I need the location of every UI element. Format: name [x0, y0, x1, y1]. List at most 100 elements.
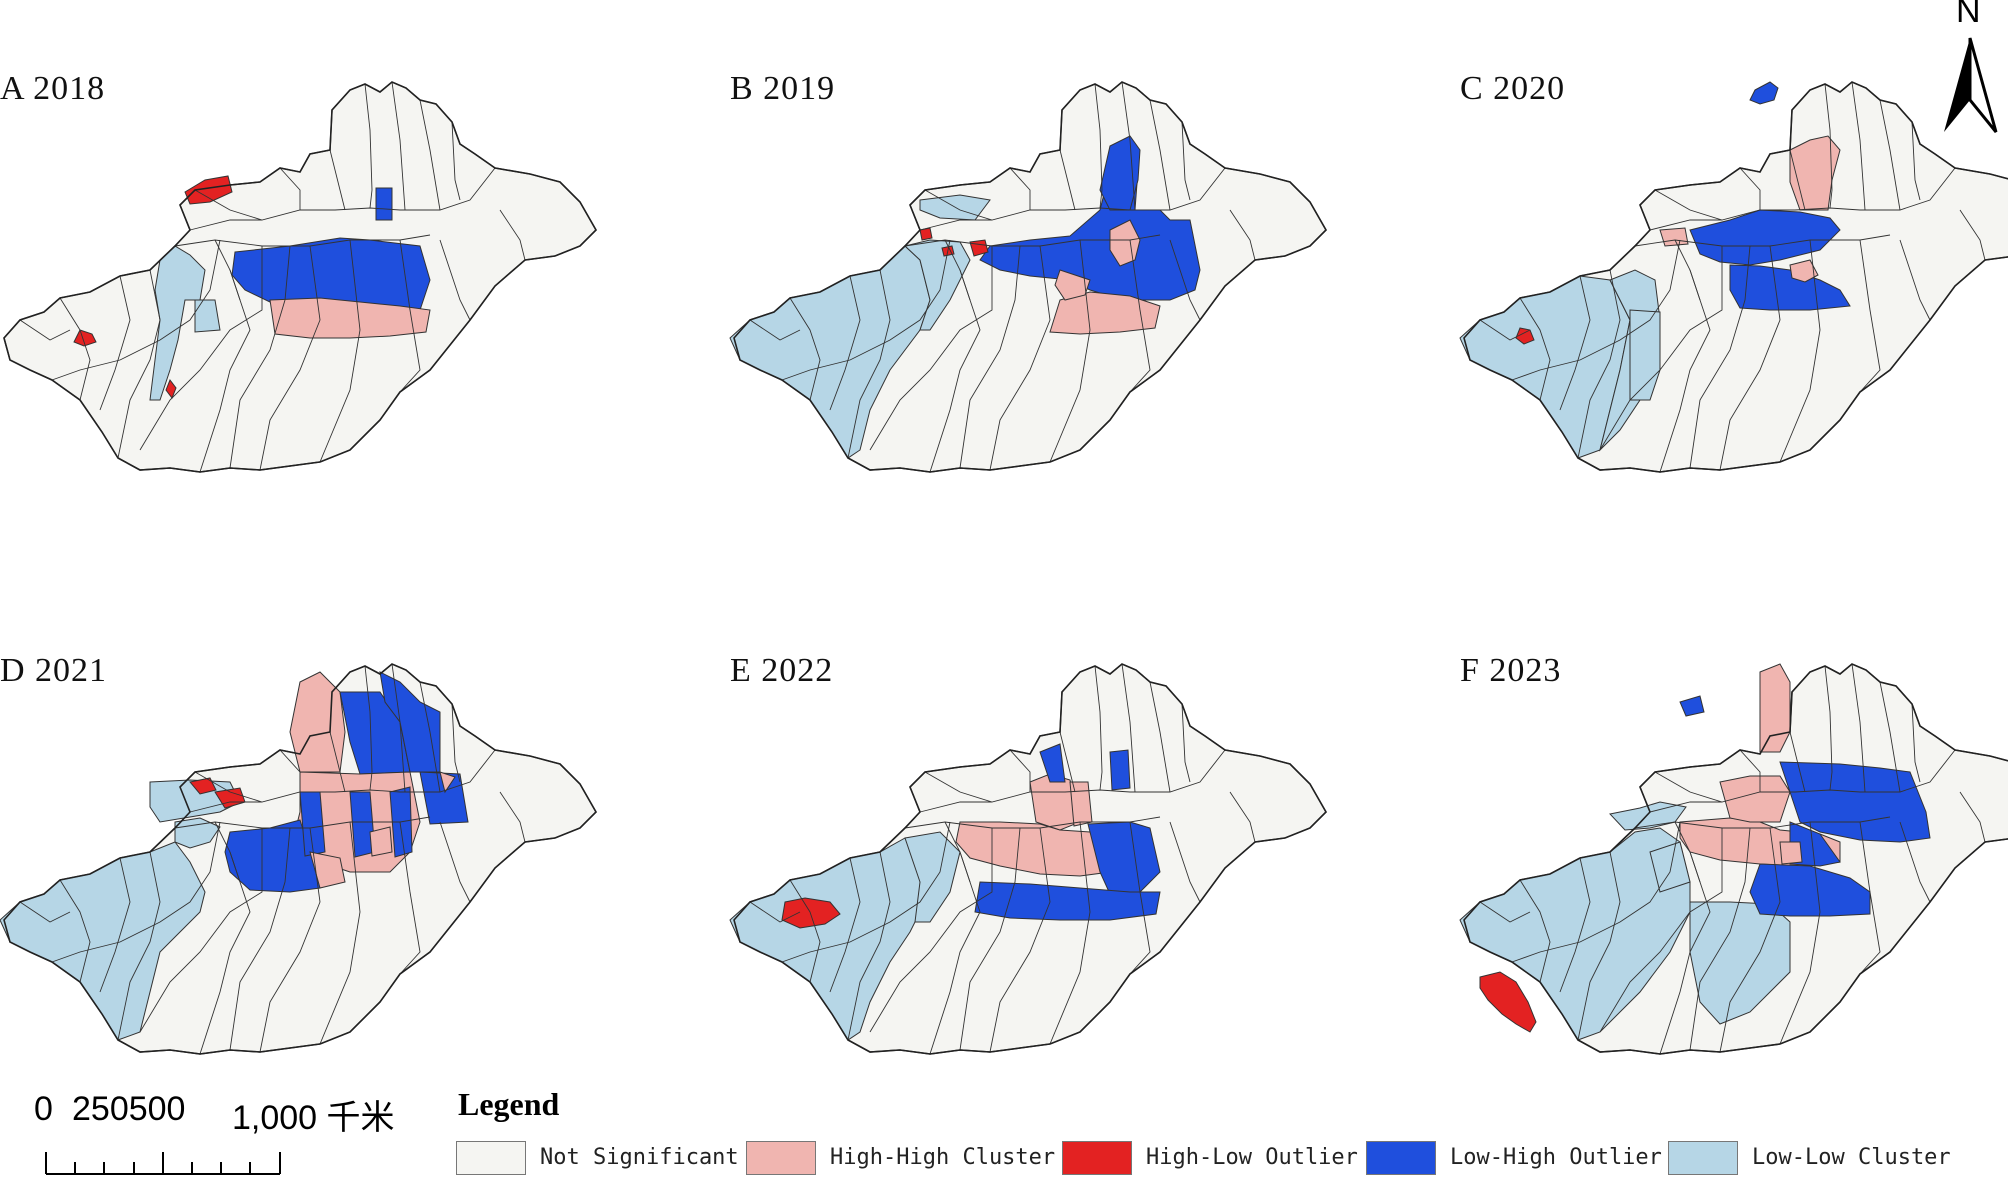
legend-label: Low-Low Cluster — [1752, 1145, 1951, 1170]
boundary-line — [259, 245, 321, 471]
legend-label: Low-High Outlier — [1450, 1145, 1662, 1170]
region-feature — [781, 897, 841, 929]
scale-label: 0 — [34, 1090, 53, 1128]
boundary-line — [199, 851, 251, 1055]
boundary-line — [847, 851, 891, 1041]
region-feature — [1679, 695, 1705, 717]
panel-title: E 2022 — [730, 652, 834, 689]
region-feature — [1109, 749, 1131, 791]
region-feature — [974, 881, 1161, 921]
boundary-line — [1009, 749, 1031, 792]
boundary-line — [1094, 665, 1103, 791]
boundary-line — [1129, 821, 1151, 975]
boundary-line — [781, 821, 951, 963]
legend-swatch — [746, 1141, 816, 1175]
map-a — [3, 81, 597, 473]
region-feature — [1659, 227, 1689, 247]
boundary-line — [1229, 209, 1256, 261]
boundary-line — [1511, 239, 1681, 381]
boundary-line — [499, 209, 526, 261]
map-e — [729, 663, 1327, 1055]
region-feature — [1069, 781, 1093, 827]
legend-swatch — [1366, 1141, 1436, 1175]
boundary-line — [329, 731, 346, 793]
panel-title: F 2023 — [1460, 652, 1562, 689]
boundary-line — [924, 749, 1226, 803]
boundary-line — [139, 246, 263, 451]
boundary-line — [847, 269, 891, 459]
boundary-line — [439, 821, 471, 903]
boundary-line — [19, 319, 71, 341]
boundary-line — [1959, 209, 1986, 261]
region-feature — [1054, 269, 1091, 301]
boundary-line — [1851, 663, 1866, 793]
legend-swatch — [456, 1141, 526, 1175]
boundary-line — [391, 663, 406, 793]
boundary-line — [1577, 851, 1621, 1041]
region-feature — [269, 297, 431, 339]
boundary-line — [1599, 828, 1723, 1033]
boundary-line — [59, 879, 91, 983]
boundary-line — [789, 297, 821, 401]
boundary-line — [924, 167, 1226, 221]
boundary-line — [279, 749, 301, 792]
region-outline — [733, 81, 1327, 473]
boundary-line — [1181, 121, 1191, 201]
region-feature — [1099, 135, 1141, 211]
boundary-line — [99, 275, 131, 411]
boundary-line — [1879, 99, 1901, 211]
boundary-line — [1654, 749, 1956, 803]
boundary-line — [1739, 749, 1761, 792]
map-panel-d: D 2021 — [0, 652, 720, 1072]
boundary-line — [1851, 81, 1866, 211]
panel-title: A 2018 — [0, 70, 106, 107]
boundary-line — [451, 703, 461, 783]
region-feature — [1087, 821, 1161, 895]
boundary-line — [229, 245, 291, 469]
boundary-line — [829, 857, 861, 993]
boundary-line — [199, 269, 251, 473]
boundary-line — [1659, 269, 1711, 473]
boundary-line — [51, 239, 221, 381]
boundary-line — [194, 167, 496, 221]
north-arrow-icon — [1944, 37, 1998, 133]
boundary-line — [1129, 239, 1151, 393]
boundary-line — [1511, 821, 1681, 963]
boundary-line — [229, 827, 291, 1051]
boundary-line — [1859, 239, 1881, 393]
boundary-line — [99, 857, 131, 993]
boundary-line — [319, 821, 361, 1045]
boundary-line — [1094, 83, 1103, 209]
panel-title: B 2019 — [730, 70, 836, 107]
map-panel-f: F 2023 — [1459, 652, 2008, 1072]
boundary-line — [959, 827, 1021, 1051]
boundary-line — [1911, 121, 1921, 201]
scale-label: 1,000 千米 — [232, 1099, 395, 1137]
boundary-line — [1519, 297, 1551, 401]
boundary-line — [1049, 239, 1091, 463]
map-panel-e: E 2022 — [729, 652, 1450, 1072]
boundary-line — [51, 821, 221, 963]
legend-swatch — [1668, 1141, 1738, 1175]
region-feature — [174, 817, 221, 849]
region-feature — [1649, 841, 1691, 893]
boundary-line — [989, 827, 1051, 1053]
boundary-line — [829, 275, 861, 411]
boundary-line — [364, 665, 373, 791]
region-feature — [184, 175, 233, 205]
boundary-line — [139, 828, 263, 1033]
boundary-line — [259, 827, 321, 1053]
boundary-line — [1911, 703, 1921, 783]
boundary-line — [1824, 665, 1833, 791]
boundary-line — [1739, 167, 1761, 210]
boundary-line — [1719, 245, 1781, 471]
region-outline — [1463, 663, 2008, 1055]
legend-title: Legend — [458, 1086, 560, 1122]
boundary-line — [919, 801, 992, 813]
boundary-line — [1689, 245, 1751, 469]
region-feature — [1719, 775, 1791, 823]
map-panel-a: A 2018 — [0, 70, 720, 490]
map-panel-c: C 2020 — [1459, 70, 2008, 490]
boundary-line — [869, 828, 993, 1033]
boundary-line — [1519, 879, 1551, 983]
